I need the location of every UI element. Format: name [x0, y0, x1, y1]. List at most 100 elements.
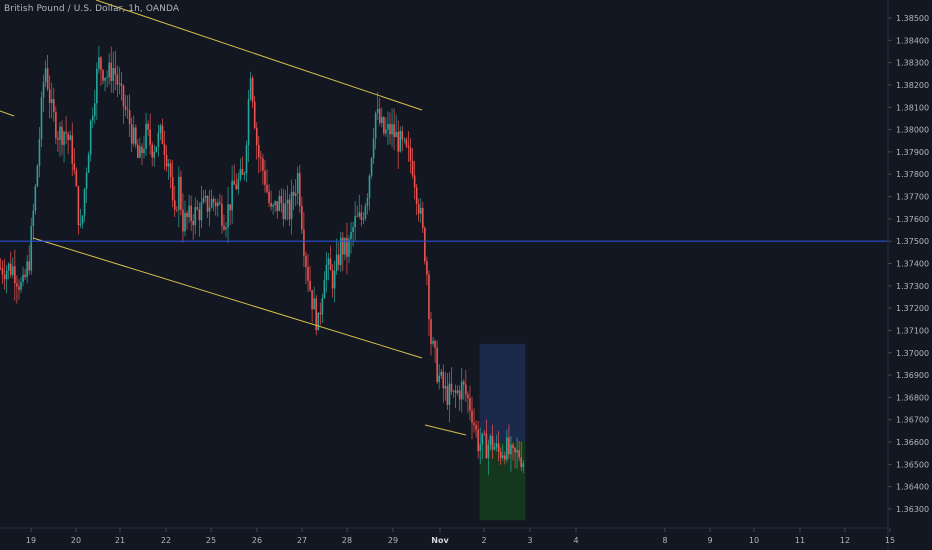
candle-body	[190, 205, 192, 221]
candle	[383, 115, 385, 136]
candle	[194, 197, 197, 235]
candle-body	[184, 213, 186, 232]
candle-body	[311, 290, 313, 310]
candle-body	[360, 212, 363, 220]
candle-body	[278, 196, 281, 211]
trendline-lower	[32, 237, 423, 359]
candle-body	[110, 62, 112, 81]
candle-body	[81, 215, 84, 224]
candlesticks	[0, 46, 525, 476]
candle	[87, 151, 90, 173]
candle-body	[30, 226, 33, 271]
candle-body	[132, 127, 135, 144]
candle-body	[50, 99, 53, 103]
candle-body	[370, 158, 373, 176]
candle-body	[231, 180, 233, 211]
candle-body	[28, 261, 30, 271]
candle	[245, 140, 248, 183]
candle	[356, 205, 358, 218]
candle-body	[327, 258, 330, 265]
price-tick-label: 1.38500	[896, 14, 929, 23]
candle	[493, 442, 496, 451]
candle	[204, 189, 207, 203]
candle	[0, 257, 2, 271]
candle-body	[167, 163, 170, 167]
candle-body	[407, 145, 410, 148]
candle	[202, 190, 205, 204]
candle-body	[456, 390, 459, 393]
candle-body	[292, 191, 295, 196]
candle	[57, 131, 59, 152]
candle-body	[147, 123, 149, 130]
candle	[173, 185, 176, 218]
candle-body	[235, 184, 238, 190]
price-tick-label: 1.37600	[896, 215, 929, 224]
candle	[141, 143, 143, 165]
candle	[163, 130, 166, 171]
candle-body	[514, 447, 516, 453]
candle-body	[483, 433, 486, 435]
candle-body	[83, 188, 86, 216]
candle-body	[325, 264, 328, 280]
candle-body	[245, 145, 248, 174]
candle-body	[440, 371, 443, 376]
candle	[278, 190, 281, 212]
candle-body	[504, 455, 506, 460]
candle	[508, 424, 510, 460]
candle-body	[225, 227, 227, 230]
candle	[116, 65, 119, 98]
candle	[38, 127, 41, 178]
candle	[223, 214, 225, 232]
candle-body	[42, 82, 45, 98]
time-tick-label: 25	[206, 536, 216, 545]
candle-body	[159, 125, 162, 133]
candle	[518, 440, 520, 462]
candle	[122, 84, 125, 124]
candle-body	[176, 209, 178, 211]
candle-body	[430, 319, 432, 344]
candle-body	[329, 258, 332, 271]
candle	[36, 164, 39, 188]
candle	[112, 51, 115, 94]
candle	[77, 185, 80, 235]
price-tick-label: 1.37900	[896, 148, 929, 157]
candle	[249, 71, 252, 101]
candle-body	[303, 229, 305, 256]
time-tick-label: 28	[342, 536, 352, 545]
candle	[413, 160, 416, 200]
candle	[268, 184, 270, 207]
candle	[266, 169, 268, 194]
candle	[352, 221, 354, 247]
candle	[465, 370, 467, 403]
time-tick-label: 19	[26, 536, 36, 545]
candle-body	[102, 70, 104, 81]
candle-body	[46, 68, 49, 89]
candle	[516, 437, 518, 469]
candle-body	[405, 139, 408, 146]
candle	[61, 120, 63, 156]
candle-body	[36, 165, 39, 187]
candle	[487, 439, 490, 476]
candle-body	[497, 443, 500, 452]
candle-body	[491, 435, 494, 450]
candle-body	[12, 266, 14, 276]
candle	[44, 60, 47, 87]
candle	[200, 185, 203, 229]
candle	[274, 200, 276, 213]
candle-body	[366, 197, 369, 206]
time-tick-label: 21	[115, 536, 125, 545]
symbol-title[interactable]: British Pound / U.S. Dollar, 1h, OANDA	[4, 4, 180, 14]
candle-body	[135, 127, 137, 145]
candle-body	[422, 208, 424, 228]
candle	[319, 302, 322, 326]
candle-body	[89, 120, 92, 155]
candle	[368, 173, 371, 211]
candle	[83, 187, 86, 223]
candle	[40, 91, 43, 148]
price-tick-label: 1.36500	[896, 460, 929, 469]
candle-body	[393, 124, 395, 138]
candle-body	[186, 213, 188, 218]
candle-body	[122, 85, 125, 107]
